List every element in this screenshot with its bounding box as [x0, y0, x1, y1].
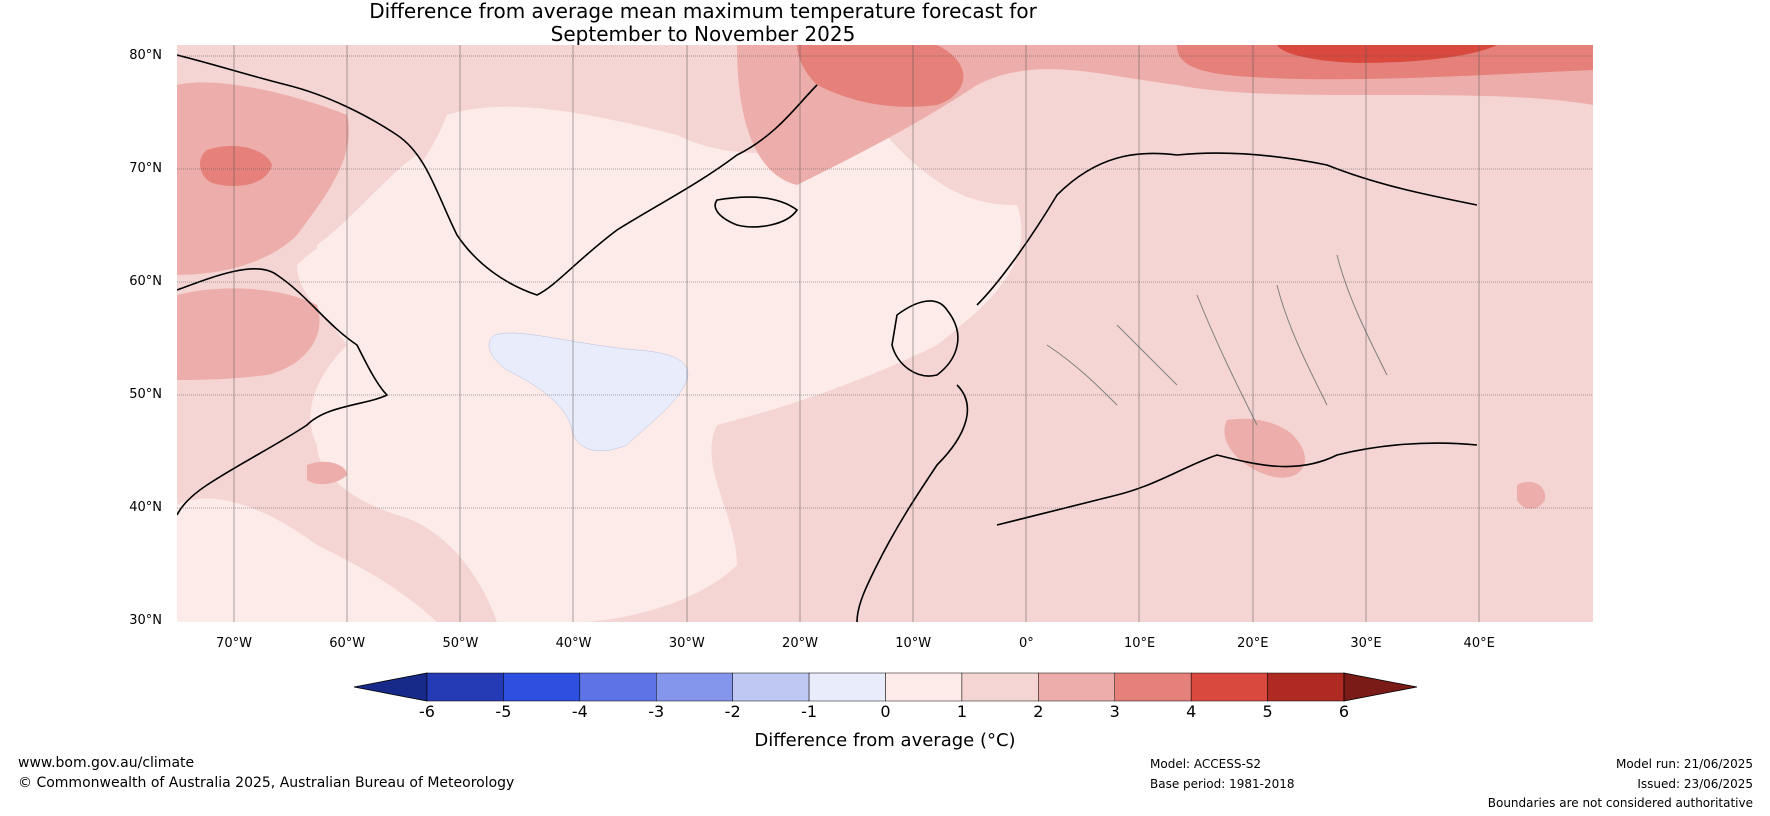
longitude-label: 10°E — [1123, 636, 1156, 651]
colorbar-segment — [808, 672, 886, 702]
labrador-coast — [177, 268, 389, 516]
colorbar-segment — [885, 672, 963, 702]
longitude-label: 20°E — [1237, 636, 1269, 651]
colorbar-tick-label: 6 — [1338, 702, 1350, 721]
longitude-label: 60°W — [329, 636, 366, 651]
anomaly-map — [177, 45, 1593, 622]
latitude-label: 80°N — [129, 48, 162, 63]
colorbar-tick-label: 3 — [1109, 702, 1120, 721]
latitude-label: 50°N — [129, 387, 162, 402]
colorbar-segment — [1114, 672, 1192, 702]
anomaly-field-2-3-caucasus — [1517, 481, 1546, 509]
latitude-label: 40°N — [129, 500, 162, 515]
colorbar-tick-label: -1 — [801, 702, 818, 721]
anomaly-field-3-4-svalbard — [797, 45, 964, 107]
longitude-label: 70°W — [216, 636, 252, 651]
colorbar-extend-high — [1343, 672, 1418, 702]
footer-site: www.bom.gov.au/climate — [18, 755, 195, 771]
colorbar-tick-label: -6 — [419, 702, 435, 721]
colorbar-segment — [503, 672, 581, 702]
title-line-1: Difference from average mean maximum tem… — [369, 0, 1037, 23]
longitude-label: 30°E — [1350, 636, 1382, 651]
colorbar-tick-label: 4 — [1186, 702, 1197, 721]
colorbar-extend-low — [353, 672, 428, 702]
footer-disclaimer: Boundaries are not considered authoritat… — [1487, 796, 1753, 810]
colorbar-segment — [426, 672, 504, 702]
anomaly-field-2-3-ns — [307, 461, 347, 485]
colorbar-tick-label: 5 — [1262, 702, 1273, 721]
footer-model: Model: ACCESS-S2 — [1150, 757, 1262, 771]
greenland-coast — [177, 54, 818, 296]
footer-issued: Issued: 23/06/2025 — [1637, 777, 1753, 791]
colorbar-segment — [1267, 672, 1345, 702]
colorbar-segment — [1190, 672, 1268, 702]
coastlines — [177, 54, 1478, 622]
colorbar-tick-label: -2 — [724, 702, 741, 721]
colorbar-segment — [579, 672, 657, 702]
colorbar-tick-label: 1 — [956, 702, 967, 721]
colorbar-segment — [656, 672, 733, 702]
anomaly-field-4-5-kara — [1277, 45, 1497, 63]
iceland-coast — [714, 196, 799, 228]
footer-base-period: Base period: 1981-2018 — [1150, 777, 1295, 791]
anomaly-field-0-1-west — [317, 155, 428, 316]
colorbar-segment — [732, 672, 810, 702]
longitude-label: 40°W — [555, 636, 592, 651]
anomaly-field-neg1-0 — [488, 332, 689, 452]
anomaly-field-3-4-baffin — [200, 145, 272, 186]
colorbar-segment — [1038, 672, 1116, 702]
footer-copyright: © Commonwealth of Australia 2025, Austra… — [18, 775, 515, 791]
footer-model-run: Model run: 21/06/2025 — [1615, 757, 1753, 771]
colorbar-tick-label: -4 — [571, 702, 588, 721]
country-borders — [1046, 254, 1388, 426]
meridians — [233, 45, 1480, 622]
longitude-label: 10°W — [895, 636, 932, 651]
europe-coast — [856, 152, 1478, 622]
longitude-label: 40°E — [1463, 636, 1495, 651]
anomaly-field-2-3-canada — [177, 82, 349, 275]
longitude-label: 20°W — [782, 636, 818, 651]
latitude-label: 60°N — [129, 274, 162, 289]
colorbar-label: Difference from average (°C) — [754, 730, 1016, 751]
latitude-label: 70°N — [129, 161, 162, 176]
colorbar-tick-label: -5 — [495, 702, 512, 721]
anomaly-field-2-3-balkans — [1224, 418, 1306, 478]
anomaly-field-2-3-labrador — [177, 288, 320, 380]
graticule — [177, 55, 1593, 509]
longitude-label: 0° — [1019, 636, 1034, 651]
latitude-label: 30°N — [129, 613, 162, 628]
anomaly-field-0-1-south — [177, 498, 437, 622]
colorbar-tick-label: -3 — [648, 702, 665, 721]
colorbar-tick-label: 2 — [1033, 702, 1044, 721]
title-line-2: September to November 2025 — [550, 22, 856, 46]
colorbar-segment — [961, 672, 1039, 702]
longitude-label: 50°W — [442, 636, 479, 651]
british-isles-coast — [891, 300, 959, 377]
map-title: Difference from average mean maximum tem… — [0, 0, 1406, 46]
longitude-label: 30°W — [668, 636, 705, 651]
colorbar-tick-label: 0 — [880, 702, 891, 721]
